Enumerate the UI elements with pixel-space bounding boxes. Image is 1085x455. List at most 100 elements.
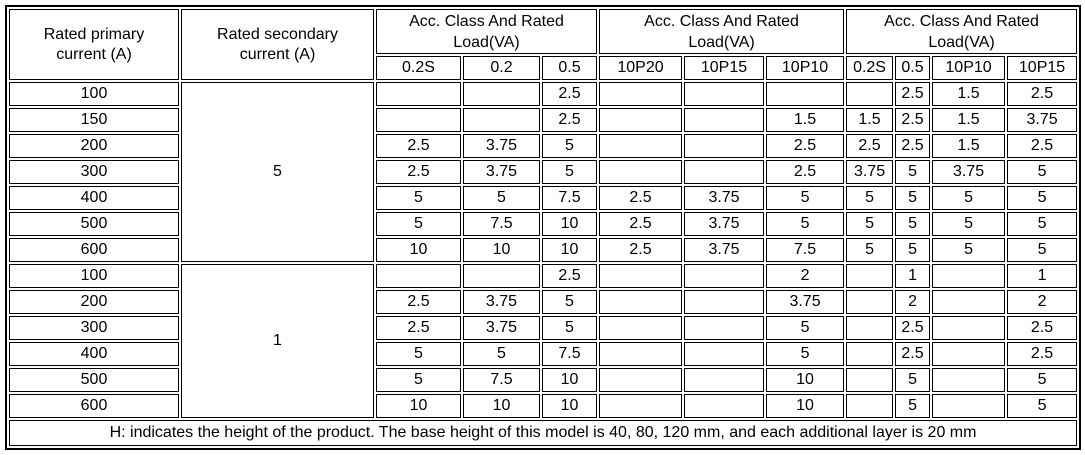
header-acc-class-group-3: Acc. Class And Rated Load(VA): [846, 9, 1078, 54]
load-value-cell: [599, 394, 683, 418]
load-value-cell: 2.5: [895, 316, 931, 340]
load-value-cell: 2.5: [895, 342, 931, 366]
load-value-cell: [599, 160, 683, 184]
data-row-sec2-600: 600 10 10 10 10 5 5: [9, 394, 1078, 418]
header-rated-secondary-current: Rated secondary current (A): [181, 9, 374, 80]
primary-current-cell: 200: [9, 134, 179, 158]
secondary-current-cell: 5: [181, 82, 374, 262]
load-value-cell: [846, 368, 894, 392]
load-value-cell: [932, 368, 1006, 392]
load-value-cell: 3.75: [684, 186, 765, 210]
load-value-cell: 5: [932, 186, 1006, 210]
load-value-cell: 1.5: [766, 108, 845, 132]
load-value-cell: 2.5: [542, 264, 598, 288]
load-value-cell: 3.75: [463, 316, 540, 340]
load-value-cell: 2.5: [766, 134, 845, 158]
load-value-cell: [846, 342, 894, 366]
load-value-cell: 5: [1007, 394, 1078, 418]
load-value-cell: [376, 82, 461, 106]
load-value-cell: [599, 108, 683, 132]
load-value-cell: 5: [766, 186, 845, 210]
data-row-sec1-200: 200 2.5 3.75 5 2.5 2.5 2.5 1.5 2.5: [9, 134, 1078, 158]
primary-current-cell: 200: [9, 290, 179, 314]
load-value-cell: 2: [1007, 290, 1078, 314]
load-value-cell: 2.5: [895, 134, 931, 158]
load-value-cell: [684, 290, 765, 314]
load-value-cell: 3.75: [846, 160, 894, 184]
header-acc-class-group-1-label: Acc. Class And Rated Load(VA): [409, 12, 564, 51]
subcol-header-g2-10p15: 10P15: [684, 56, 765, 80]
header-rated-primary-label: Rated primary current (A): [43, 25, 145, 63]
load-value-cell: 5: [542, 316, 598, 340]
load-value-cell: 10: [766, 394, 845, 418]
load-value-cell: 5: [1007, 368, 1078, 392]
load-value-cell: 5: [1007, 238, 1078, 262]
header-subcol-row: 0.2S 0.2 0.5 10P20 10P15 10P10 0.2S 0.5 10P10 10P…: [9, 56, 1078, 80]
load-value-cell: [376, 108, 461, 132]
load-value-cell: [463, 264, 540, 288]
data-row-sec1-600: 600 10 10 10 2.5 3.75 7.5 5 5 5 5: [9, 238, 1078, 262]
load-value-cell: 5: [895, 238, 931, 262]
load-value-cell: 10: [542, 368, 598, 392]
load-value-cell: [932, 394, 1006, 418]
load-value-cell: 2.5: [376, 134, 461, 158]
data-row-sec1-150: 150 2.5 1.5 1.5 2.5 1.5 3.75: [9, 108, 1078, 132]
subcol-header-g1-0_2: 0.2: [463, 56, 540, 80]
load-value-cell: 5: [376, 186, 461, 210]
load-value-cell: 7.5: [542, 342, 598, 366]
primary-current-cell: 600: [9, 238, 179, 262]
load-value-cell: 5: [542, 290, 598, 314]
load-value-cell: [599, 264, 683, 288]
load-value-cell: [599, 82, 683, 106]
data-row-sec2-300: 300 2.5 3.75 5 5 2.5 2.5: [9, 316, 1078, 340]
load-value-cell: [684, 342, 765, 366]
load-value-cell: [932, 342, 1006, 366]
load-value-cell: 7.5: [463, 212, 540, 236]
load-value-cell: 5: [376, 342, 461, 366]
load-value-cell: 2.5: [895, 82, 931, 106]
data-row-sec1-100: 100 5 2.5 2.5 1.5 2.5: [9, 82, 1078, 262]
load-value-cell: 2.5: [599, 186, 683, 210]
load-value-cell: [766, 82, 845, 106]
load-value-cell: [599, 134, 683, 158]
load-value-cell: 2.5: [542, 108, 598, 132]
subcol-header-g1-0_2s: 0.2S: [376, 56, 461, 80]
subcol-header-g1-0_5: 0.5: [542, 56, 598, 80]
data-row-sec2-400: 400 5 5 7.5 5 2.5 2.5: [9, 342, 1078, 366]
subcol-header-g2-10p20: 10P20: [599, 56, 683, 80]
header-rated-secondary-label: Rated secondary current (A): [217, 25, 338, 63]
load-value-cell: 5: [376, 368, 461, 392]
load-value-cell: [599, 368, 683, 392]
load-value-cell: 5: [766, 342, 845, 366]
load-value-cell: 2.5: [1007, 134, 1078, 158]
secondary-current-cell: 1: [181, 264, 374, 418]
load-value-cell: 5: [463, 342, 540, 366]
load-value-cell: 2: [766, 264, 845, 288]
load-value-cell: 5: [895, 186, 931, 210]
load-value-cell: [684, 82, 765, 106]
load-value-cell: [463, 82, 540, 106]
load-value-cell: 2: [895, 290, 931, 314]
load-value-cell: 2.5: [1007, 82, 1078, 106]
subcol-header-g3-10p10: 10P10: [932, 56, 1006, 80]
header-rated-primary-current: Rated primary current (A): [9, 9, 179, 80]
primary-current-cell: 100: [9, 82, 179, 106]
data-row-sec1-300: 300 2.5 3.75 5 2.5 3.75 5 3.75 5: [9, 160, 1078, 184]
load-value-cell: 2.5: [376, 316, 461, 340]
load-value-cell: 10: [766, 368, 845, 392]
load-value-cell: 2.5: [376, 290, 461, 314]
load-value-cell: [599, 342, 683, 366]
load-value-cell: 10: [463, 394, 540, 418]
load-value-cell: 7.5: [463, 368, 540, 392]
primary-current-cell: 400: [9, 342, 179, 366]
load-value-cell: 3.75: [684, 212, 765, 236]
load-value-cell: 5: [932, 238, 1006, 262]
load-value-cell: 3.75: [684, 238, 765, 262]
header-group-row: Rated primary current (A) Rated secondar…: [9, 9, 1078, 80]
data-row-sec1-400: 400 5 5 7.5 2.5 3.75 5 5 5 5 5: [9, 186, 1078, 210]
load-value-cell: 3.75: [932, 160, 1006, 184]
header-acc-class-group-2: Acc. Class And Rated Load(VA): [599, 9, 845, 54]
load-value-cell: 2.5: [1007, 342, 1078, 366]
load-value-cell: [846, 82, 894, 106]
